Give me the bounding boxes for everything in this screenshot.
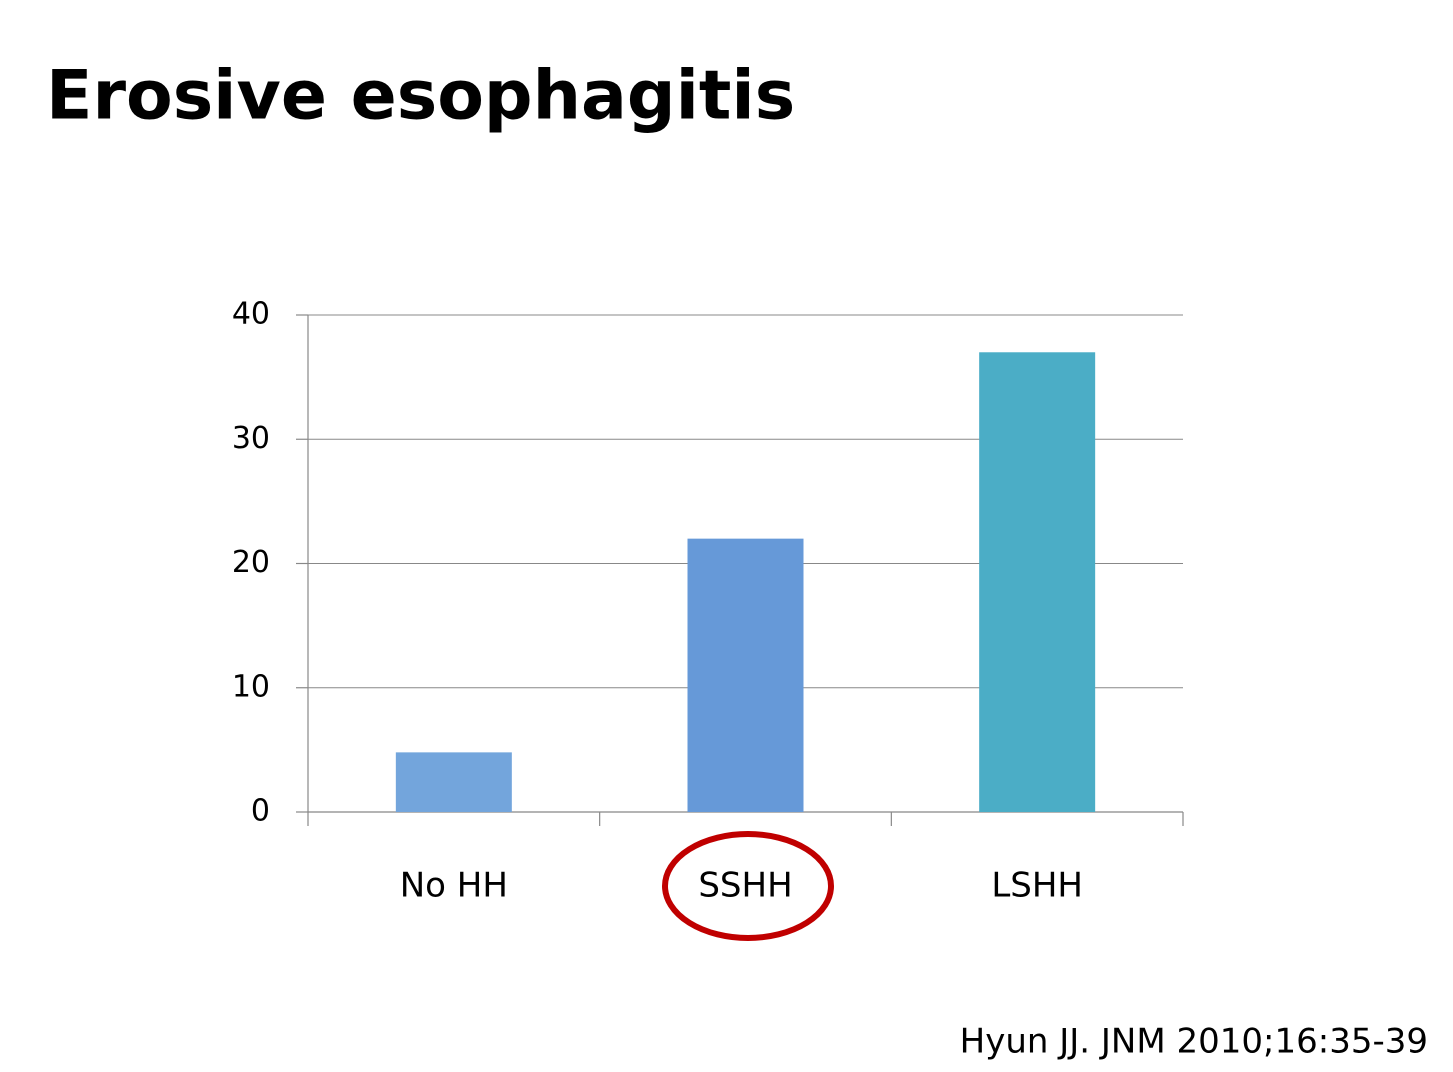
highlight-ellipse [662, 831, 834, 941]
x-tick-label: LSHH [991, 866, 1083, 906]
y-tick-label: 20 [232, 545, 270, 580]
bar [979, 352, 1096, 812]
slide-title: Erosive esophagitis [46, 57, 795, 136]
y-tick-label: 10 [232, 669, 270, 704]
source-citation: Hyun JJ. JNM 2010;16:35-39 [960, 1022, 1428, 1062]
y-tick-label: 0 [251, 794, 270, 829]
bar [395, 752, 512, 812]
x-tick-label: SSHH [698, 866, 792, 906]
bar [687, 538, 804, 812]
y-tick-label: 40 [232, 297, 270, 332]
x-tick-label: No HH [400, 866, 508, 906]
y-tick-label: 30 [232, 421, 270, 456]
